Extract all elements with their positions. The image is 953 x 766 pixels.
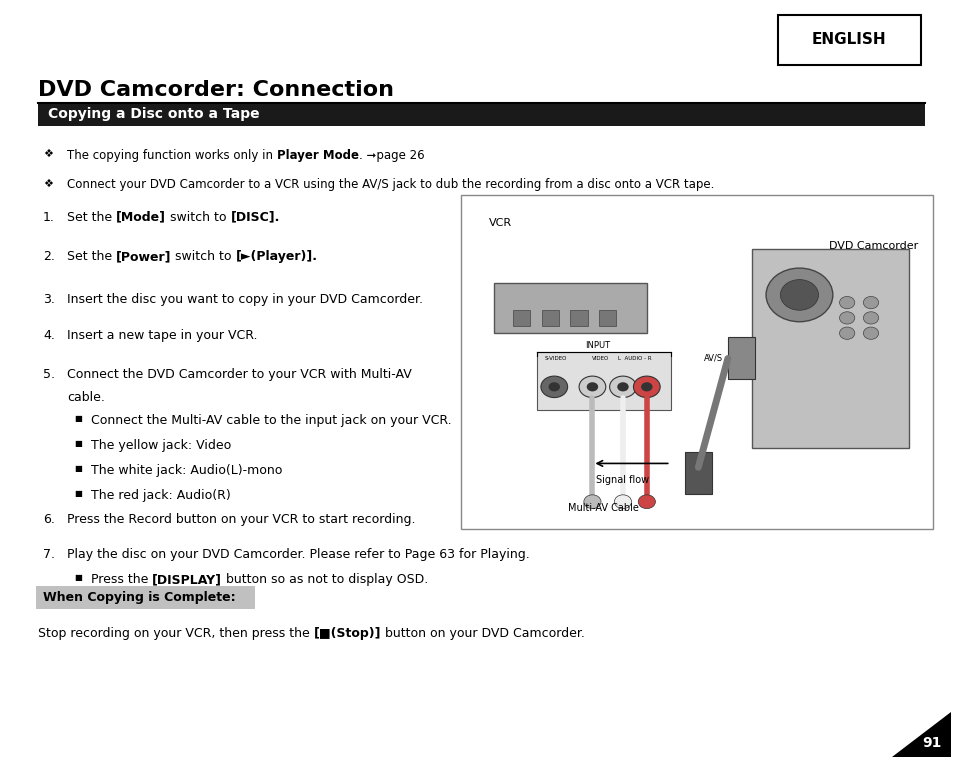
FancyBboxPatch shape (460, 195, 932, 529)
Text: DVD Camcorder: DVD Camcorder (828, 241, 918, 251)
Circle shape (862, 296, 878, 309)
Text: [Mode]: [Mode] (115, 211, 166, 224)
Bar (494, 283, 646, 333)
Text: 91: 91 (922, 736, 941, 750)
Text: When Copying is Complete:: When Copying is Complete: (43, 591, 235, 604)
Circle shape (765, 268, 832, 322)
Text: ■: ■ (74, 439, 82, 448)
Bar (598, 310, 616, 326)
Text: Connect the DVD Camcorder to your VCR with Multi-AV: Connect the DVD Camcorder to your VCR wi… (67, 368, 411, 381)
Text: Insert the disc you want to copy in your DVD Camcorder.: Insert the disc you want to copy in your… (67, 293, 422, 306)
Text: The yellow jack: Video: The yellow jack: Video (91, 439, 231, 452)
Text: 1.: 1. (43, 211, 54, 224)
Text: Connect your DVD Camcorder to a VCR using the AV/S jack to dub the recording fro: Connect your DVD Camcorder to a VCR usin… (67, 178, 714, 192)
Text: Set the: Set the (67, 211, 115, 224)
FancyBboxPatch shape (777, 15, 920, 65)
Text: Press the Record button on your VCR to start recording.: Press the Record button on your VCR to s… (67, 513, 415, 526)
Circle shape (862, 312, 878, 324)
Text: button on your DVD Camcorder.: button on your DVD Camcorder. (381, 627, 585, 640)
Text: The copying function works only in: The copying function works only in (67, 149, 276, 162)
Circle shape (633, 376, 659, 398)
Text: Stop recording on your VCR, then press the: Stop recording on your VCR, then press t… (38, 627, 314, 640)
Circle shape (638, 495, 655, 509)
Text: [■(Stop)]: [■(Stop)] (314, 627, 381, 640)
Text: ■: ■ (74, 489, 82, 499)
Text: VCR: VCR (489, 218, 512, 228)
Text: [DISPLAY]: [DISPLAY] (152, 573, 222, 586)
Text: Player Mode: Player Mode (276, 149, 358, 162)
Text: The white jack: Audio(L)-mono: The white jack: Audio(L)-mono (91, 464, 282, 477)
Bar (537, 352, 670, 410)
Circle shape (540, 376, 567, 398)
Text: [Power]: [Power] (115, 250, 172, 264)
Polygon shape (891, 712, 950, 757)
FancyBboxPatch shape (36, 586, 254, 609)
Circle shape (586, 382, 598, 391)
Text: The red jack: Audio(R): The red jack: Audio(R) (91, 489, 230, 502)
Text: Set the: Set the (67, 250, 115, 264)
Text: [►(Player)].: [►(Player)]. (235, 250, 317, 264)
Circle shape (640, 382, 652, 391)
Circle shape (862, 327, 878, 339)
Text: 4.: 4. (43, 329, 54, 342)
Text: cable.: cable. (67, 391, 105, 404)
Text: 7.: 7. (43, 548, 55, 561)
Text: 3.: 3. (43, 293, 54, 306)
Bar (684, 452, 711, 494)
Circle shape (839, 312, 854, 324)
Circle shape (839, 327, 854, 339)
Text: ❖: ❖ (43, 149, 52, 159)
Bar (570, 310, 587, 326)
Text: Play the disc on your DVD Camcorder. Please refer to Page 63 for Playing.: Play the disc on your DVD Camcorder. Ple… (67, 548, 529, 561)
Circle shape (609, 376, 636, 398)
Text: Insert a new tape in your VCR.: Insert a new tape in your VCR. (67, 329, 257, 342)
Text: Signal flow: Signal flow (596, 475, 649, 485)
Text: switch to: switch to (172, 250, 235, 264)
Text: ■: ■ (74, 573, 82, 582)
Circle shape (617, 382, 628, 391)
Bar (513, 310, 530, 326)
Text: VIDEO: VIDEO (591, 356, 608, 362)
Bar (38, 102, 924, 126)
Circle shape (614, 495, 631, 509)
Text: 6.: 6. (43, 513, 54, 526)
Text: DVD Camcorder: Connection: DVD Camcorder: Connection (38, 80, 394, 100)
Text: INPUT: INPUT (584, 341, 609, 350)
Text: [DISC].: [DISC]. (231, 211, 279, 224)
Circle shape (839, 296, 854, 309)
Text: Copying a Disc onto a Tape: Copying a Disc onto a Tape (48, 107, 259, 121)
Text: button so as not to display OSD.: button so as not to display OSD. (222, 573, 428, 586)
Text: ENGLISH: ENGLISH (811, 32, 885, 47)
Text: 5.: 5. (43, 368, 55, 381)
Bar (727, 337, 754, 379)
Text: ❖: ❖ (43, 178, 52, 188)
Text: Connect the Multi-AV cable to the input jack on your VCR.: Connect the Multi-AV cable to the input … (91, 414, 451, 427)
Text: Press the: Press the (91, 573, 152, 586)
Text: ■: ■ (74, 414, 82, 423)
Text: S-VIDEO: S-VIDEO (544, 356, 566, 362)
Bar (541, 310, 558, 326)
Circle shape (583, 495, 600, 509)
Text: ■: ■ (74, 464, 82, 473)
Text: switch to: switch to (166, 211, 231, 224)
Bar (751, 249, 908, 448)
Text: L  AUDIO - R: L AUDIO - R (618, 356, 651, 362)
Circle shape (780, 280, 818, 310)
Circle shape (548, 382, 559, 391)
Text: . ➞page 26: . ➞page 26 (358, 149, 424, 162)
Text: Multi-AV Cable: Multi-AV Cable (568, 503, 639, 513)
Circle shape (578, 376, 605, 398)
Text: AV/S: AV/S (703, 354, 722, 363)
Text: 2.: 2. (43, 250, 54, 264)
